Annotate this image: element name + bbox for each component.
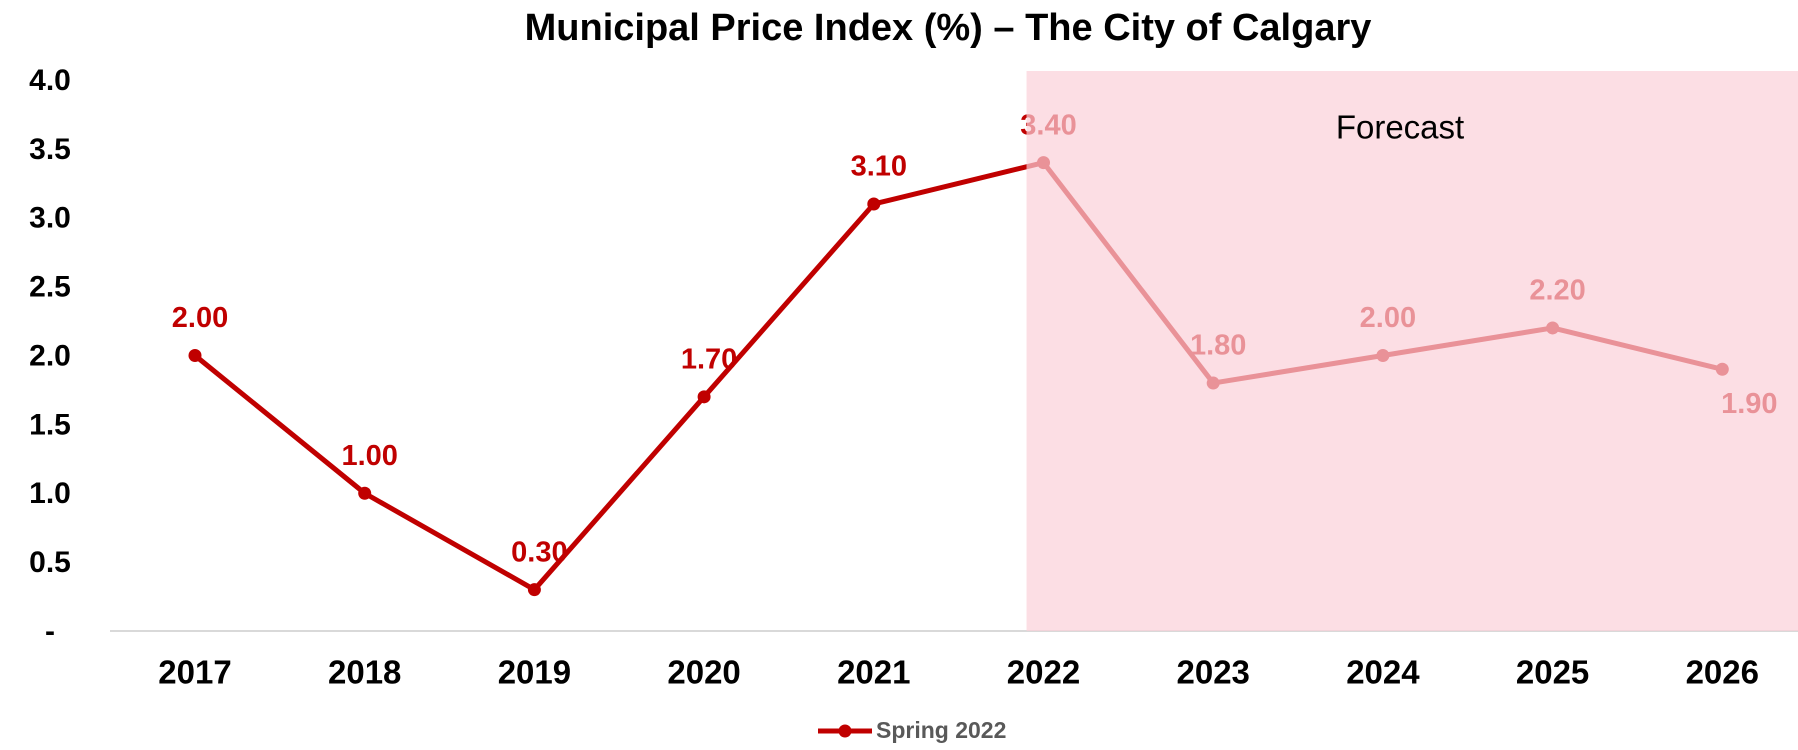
x-tick-label: 2021 — [837, 654, 910, 691]
point — [527, 583, 541, 597]
point — [697, 390, 711, 404]
y-tick-label: 4.0 — [29, 64, 71, 97]
point — [867, 197, 881, 211]
x-tick-label: 2019 — [498, 654, 571, 691]
legend-marker — [838, 724, 852, 738]
point — [188, 349, 202, 362]
data-label: 1.70 — [681, 343, 737, 375]
legend-label: Spring 2022 — [876, 717, 1006, 743]
x-tick-label: 2017 — [158, 654, 231, 691]
y-tick-label: 1.0 — [29, 477, 71, 510]
x-tick-label: 2022 — [1007, 654, 1080, 691]
x-tick-label: 2023 — [1176, 654, 1249, 691]
data-label: 0.30 — [511, 536, 567, 568]
x-tick-label: 2020 — [667, 654, 740, 691]
forecast-region — [1026, 71, 1798, 631]
y-tick-label: 3.5 — [29, 133, 71, 166]
data-label: 3.10 — [851, 151, 907, 183]
y-tick-label: 1.5 — [29, 408, 71, 441]
y-tick-label: - — [45, 615, 55, 648]
y-tick-label: 0.5 — [29, 546, 71, 579]
chart-title: Municipal Price Index (%) – The City of … — [525, 7, 1372, 49]
y-tick-label: 2.0 — [29, 339, 71, 372]
data-label: 1.00 — [341, 440, 397, 472]
x-tick-label: 2024 — [1346, 654, 1420, 691]
forecast-label: Forecast — [1336, 109, 1464, 146]
y-tick-label: 3.0 — [29, 202, 71, 235]
x-tick-label: 2026 — [1686, 654, 1759, 691]
y-tick-label: 2.5 — [29, 271, 71, 304]
x-tick-label: 2018 — [328, 654, 401, 691]
x-tick-label: 2025 — [1516, 654, 1589, 691]
point — [358, 486, 372, 500]
data-label: 2.00 — [172, 302, 228, 334]
